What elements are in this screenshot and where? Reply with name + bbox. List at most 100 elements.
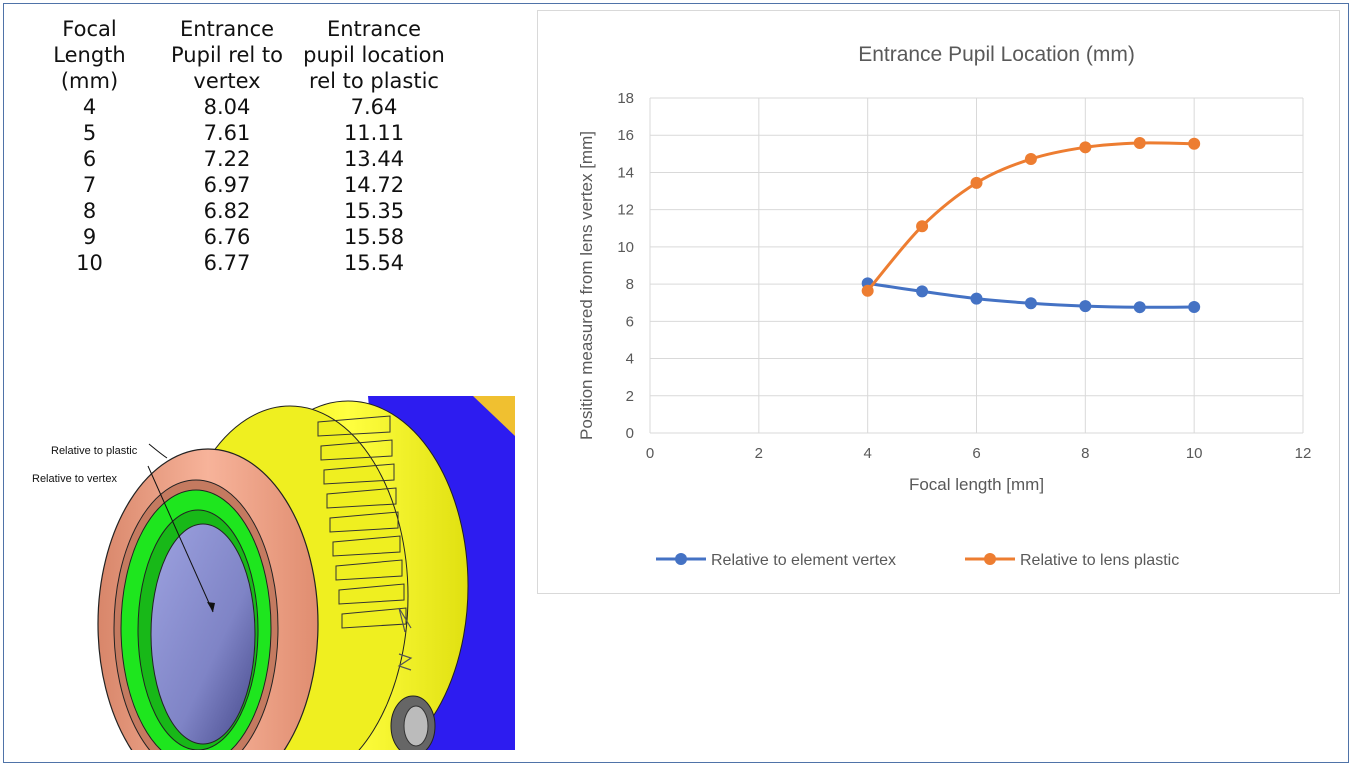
data-point — [861, 284, 874, 297]
cell-rel-vertex: 8.04 — [203, 95, 251, 119]
y-tick-label: 0 — [626, 425, 634, 442]
header-rel-plastic: Entrance pupil location rel to plastic — [293, 16, 455, 94]
cell-rel-plastic: 15.58 — [343, 225, 405, 249]
line-chart: Entrance Pupil Location (mm) 0 2 4 6 8 10 12 14 1… — [577, 43, 1312, 569]
table-row: 9 6.76 15.58 — [18, 224, 455, 250]
x-tick-label: 10 — [1186, 445, 1203, 462]
header-line: Entrance — [326, 17, 422, 41]
knurl-ridge — [320, 439, 393, 461]
cell-rel-vertex: 6.76 — [203, 225, 251, 249]
knurl-ridge — [329, 511, 399, 533]
table-row: 7 6.97 14.72 — [18, 172, 455, 198]
data-point — [1188, 137, 1201, 150]
lens-illustration: Relative to plastic Relative to vertex — [32, 396, 515, 750]
data-table: Focal Length (mm) Entrance Pupil rel to vert… — [18, 16, 455, 276]
header-line: Pupil rel to — [171, 43, 283, 67]
cell-rel-plastic: 14.72 — [343, 173, 405, 197]
knurl-ridge — [332, 535, 401, 557]
y-tick-label: 8 — [626, 276, 634, 293]
data-point — [916, 285, 929, 298]
y-tick-label: 4 — [626, 351, 634, 368]
x-tick-label: 4 — [863, 445, 871, 462]
cell-focal-length: 6 — [82, 147, 97, 171]
table-row: 4 8.04 7.64 — [18, 94, 455, 120]
y-tick-label: 12 — [617, 202, 634, 219]
cell-rel-vertex: 7.22 — [203, 147, 251, 171]
series-line-1 — [866, 141, 1195, 292]
legend-label: Relative to element vertex — [711, 552, 896, 569]
header-line: pupil location — [303, 43, 445, 67]
data-point — [1024, 297, 1037, 310]
header-line: (mm) — [60, 69, 119, 93]
legend-marker — [984, 553, 996, 565]
y-tick-label: 6 — [626, 313, 634, 330]
plastic-leader-line — [148, 443, 168, 459]
header-line: Focal — [62, 17, 117, 41]
cell-rel-plastic: 15.54 — [343, 251, 405, 275]
label-relative-to-plastic: Relative to plastic — [51, 445, 138, 457]
data-point — [970, 176, 983, 189]
knurl-ridges — [317, 415, 407, 629]
header-line: Entrance — [179, 17, 275, 41]
knurl-ridge — [317, 415, 391, 437]
header-line: Length — [53, 43, 126, 67]
data-point — [970, 292, 983, 305]
knob-face — [403, 705, 429, 747]
x-axis-title: Focal length [mm] — [909, 475, 1044, 494]
cell-rel-plastic: 7.64 — [350, 95, 398, 119]
y-tick-label: 14 — [617, 164, 634, 181]
header-line: rel to plastic — [309, 69, 439, 93]
data-point — [1079, 141, 1092, 154]
knurl-ridge — [341, 607, 407, 629]
knurl-ridge — [323, 463, 395, 485]
ring-markings — [397, 607, 413, 671]
header-line: vertex — [193, 69, 261, 93]
table-header-row: Focal Length (mm) Entrance Pupil rel to vert… — [18, 16, 455, 94]
lens-glass — [150, 523, 256, 745]
cell-rel-plastic: 15.35 — [343, 199, 405, 223]
x-tick-label: 0 — [646, 445, 654, 462]
cell-focal-length: 8 — [82, 199, 97, 223]
y-tick-label: 16 — [617, 127, 634, 144]
lens-drawing — [97, 396, 515, 750]
cell-focal-length: 10 — [76, 251, 103, 275]
cell-rel-vertex: 6.97 — [203, 173, 251, 197]
table-row: 8 6.82 15.35 — [18, 198, 455, 224]
data-point — [1133, 301, 1146, 314]
cell-focal-length: 7 — [82, 173, 97, 197]
y-tick-label: 18 — [617, 90, 634, 107]
table-row: 5 7.61 11.11 — [18, 120, 455, 146]
x-tick-label: 2 — [755, 445, 763, 462]
data-point — [1133, 137, 1146, 150]
cell-focal-length: 5 — [82, 121, 97, 145]
x-tick-label: 12 — [1295, 445, 1312, 462]
data-point — [1024, 153, 1037, 166]
cell-focal-length: 4 — [82, 95, 97, 119]
knurl-ridge — [326, 487, 397, 509]
y-tick-label: 10 — [617, 239, 634, 256]
header-focal-length: Focal Length (mm) — [18, 16, 161, 94]
cell-focal-length: 9 — [82, 225, 97, 249]
table-row: 10 6.77 15.54 — [18, 250, 455, 276]
header-rel-vertex: Entrance Pupil rel to vertex — [161, 16, 293, 94]
data-point — [916, 220, 929, 233]
cell-rel-vertex: 6.82 — [203, 199, 251, 223]
vertex-leader-line — [147, 465, 214, 613]
label-relative-to-vertex: Relative to vertex — [32, 473, 117, 485]
cell-rel-plastic: 11.11 — [343, 121, 405, 145]
x-tick-label: 6 — [972, 445, 980, 462]
table-row: 6 7.22 13.44 — [18, 146, 455, 172]
cell-rel-plastic: 13.44 — [343, 147, 405, 171]
y-tick-label: 2 — [626, 388, 634, 405]
chart-title: Entrance Pupil Location (mm) — [858, 43, 1135, 66]
cell-rel-vertex: 7.61 — [203, 121, 251, 145]
cell-rel-vertex: 6.77 — [203, 251, 251, 275]
vertex-arrowhead — [207, 602, 215, 612]
x-tick-label: 8 — [1081, 445, 1089, 462]
legend-marker — [675, 553, 687, 565]
knurl-ridge — [338, 583, 405, 605]
data-point — [1188, 301, 1201, 314]
legend-label: Relative to lens plastic — [1020, 552, 1179, 569]
chart-panel: Entrance Pupil Location (mm) 0 2 4 6 8 10 12 14 1… — [537, 10, 1340, 594]
y-axis-title: Position measured from lens vertex [mm] — [577, 131, 596, 440]
